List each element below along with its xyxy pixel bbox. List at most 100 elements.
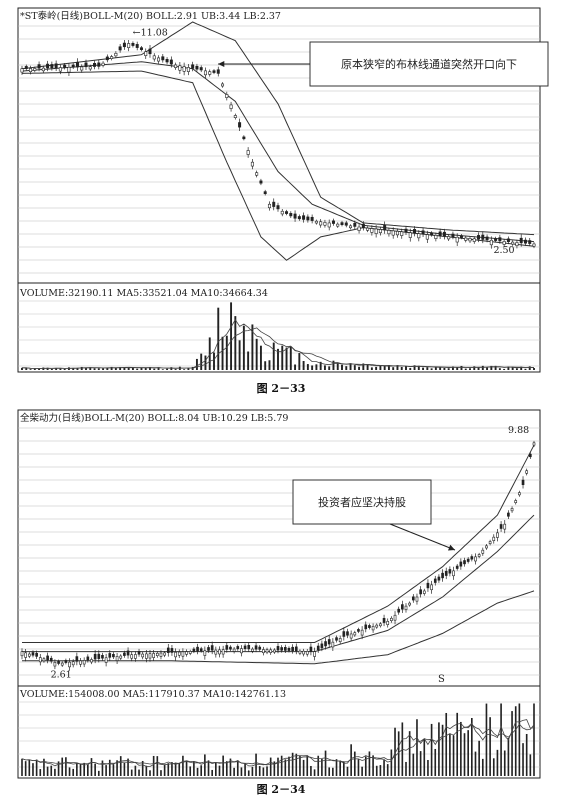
candle-body — [506, 238, 510, 243]
candle-body — [503, 523, 507, 530]
candle-body — [374, 228, 378, 234]
candle-body — [24, 66, 28, 69]
candle-body — [425, 234, 429, 240]
candle-body — [54, 63, 58, 68]
candle-body — [58, 67, 62, 72]
candle-body — [232, 648, 236, 652]
candle-body — [35, 652, 38, 657]
candle-body — [263, 191, 267, 195]
candle-body — [468, 238, 472, 242]
callout-text: 原本狭窄的布林线通道突然开口向下 — [341, 57, 517, 71]
volume-header: VOLUME:32190.11 MA5:33521.04 MA10:34664.… — [19, 288, 268, 299]
candle-body — [297, 216, 301, 220]
candle-body — [203, 70, 207, 76]
candle-body — [293, 213, 297, 219]
volume-header: VOLUME:154008.00 MA5:117910.37 MA10:1427… — [19, 689, 286, 700]
candle-body — [451, 233, 455, 238]
candle-body — [525, 470, 529, 474]
candle-body — [411, 596, 415, 601]
candle-body — [515, 242, 519, 247]
candle-body — [238, 122, 242, 128]
low-price-label: 2.50 — [493, 245, 514, 256]
candle-body — [434, 235, 438, 239]
candle-body — [404, 228, 408, 233]
candle-body — [41, 67, 45, 72]
candle-body — [122, 42, 126, 48]
candle-body — [251, 648, 254, 652]
candle-body — [49, 657, 53, 662]
candle-body — [430, 232, 434, 236]
candle-body — [242, 136, 246, 140]
candle-body — [152, 653, 155, 658]
candle-body — [320, 643, 324, 649]
candle-body — [470, 556, 474, 560]
candle-body — [437, 576, 441, 581]
candle-body — [502, 241, 506, 245]
candle-body — [455, 565, 459, 569]
candle-body — [123, 652, 126, 656]
candle-body — [112, 653, 115, 658]
candle-body — [97, 62, 101, 67]
candle-body — [101, 62, 105, 66]
candle-body — [481, 234, 485, 240]
candle-body — [368, 625, 371, 628]
candle-body — [84, 62, 88, 68]
volume-ma10-line — [22, 327, 535, 369]
candle-body — [314, 220, 318, 224]
candle-body — [477, 554, 481, 557]
candle-body — [60, 662, 64, 666]
candle-body — [188, 651, 192, 654]
candle-body — [532, 243, 536, 247]
candle-body — [349, 225, 353, 229]
candle-body — [466, 558, 470, 562]
candle-body — [63, 64, 67, 68]
candle-body — [108, 653, 112, 658]
volume-ma10-line — [21, 723, 535, 766]
candle-body — [161, 56, 165, 61]
candle-body — [280, 647, 283, 651]
candle-body — [360, 629, 364, 636]
candle-body — [46, 63, 50, 69]
candle-body — [88, 66, 92, 70]
candle-body — [499, 524, 503, 529]
candle-body — [144, 51, 148, 56]
candle-body — [31, 652, 35, 656]
candle-body — [195, 66, 199, 70]
candle-body — [104, 657, 108, 663]
candle-body — [50, 64, 54, 69]
candle-body — [155, 652, 159, 657]
candle-body — [64, 660, 68, 663]
candle-body — [75, 656, 79, 662]
candle-body — [419, 589, 422, 595]
candle-body — [24, 652, 27, 658]
candle-body — [395, 231, 399, 236]
candle-body — [192, 648, 196, 652]
candle-body — [186, 67, 190, 72]
candle-body — [203, 650, 207, 656]
candle-body — [208, 71, 212, 75]
candle-body — [340, 222, 344, 225]
candle-body — [272, 201, 276, 207]
candle-body — [273, 649, 276, 653]
candle-body — [134, 654, 137, 659]
candle-body — [221, 649, 225, 655]
candle-body — [185, 651, 188, 655]
candle-body — [464, 237, 468, 241]
candle-body — [511, 241, 515, 245]
candle-body — [408, 232, 412, 238]
candle-body — [20, 651, 24, 657]
candle-body — [262, 649, 265, 654]
candle-body — [86, 656, 90, 661]
candle-body — [342, 631, 346, 637]
candle-body — [216, 69, 220, 74]
candle-body — [148, 653, 152, 659]
candle-body — [459, 235, 463, 238]
candle-body — [212, 70, 216, 73]
candle-body — [152, 55, 156, 60]
candle-body — [529, 453, 532, 458]
candle-body — [316, 645, 320, 651]
candle-body — [46, 655, 49, 661]
candle-body — [494, 238, 498, 241]
candle-body — [441, 572, 444, 579]
candle-body — [364, 624, 368, 630]
